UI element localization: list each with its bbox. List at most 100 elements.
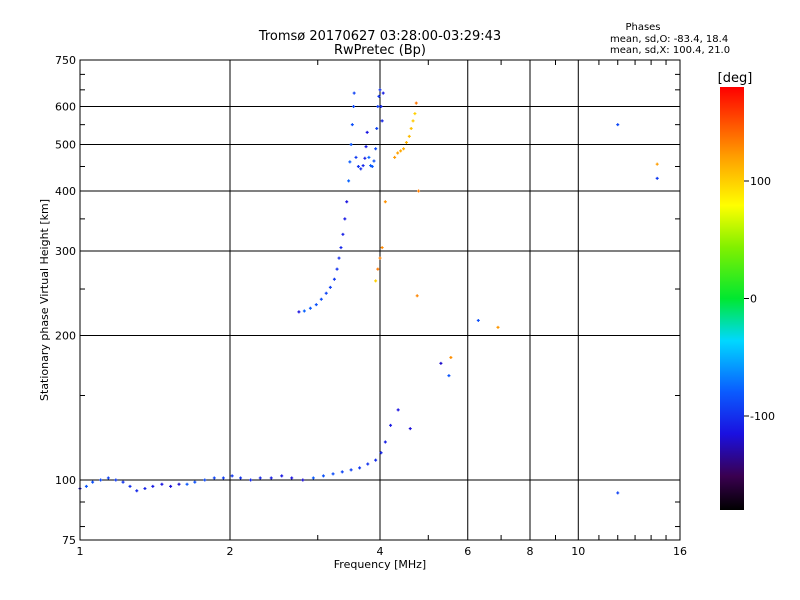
data-point [160,482,164,486]
data-point [376,267,380,271]
data-point [203,478,207,482]
chart-title: Tromsø 20170627 03:28:00-03:29:43 [258,29,501,44]
data-point [280,474,284,478]
data-point [402,147,406,151]
data-point [374,147,378,151]
data-point [365,130,369,134]
data-point [352,105,356,109]
data-point [417,189,421,193]
y-tick-label: 400 [55,185,76,198]
y-tick-label: 75 [62,534,76,547]
grid-lines [80,60,680,540]
data-point [379,105,383,109]
data-point [361,164,365,168]
data-point [230,474,234,478]
data-point [258,476,262,480]
data-point [106,476,110,480]
y-tick-label: 750 [55,54,76,67]
data-point [616,491,620,495]
data-point [337,256,341,260]
data-point [341,232,345,236]
data-point [374,458,378,462]
data-point [380,246,384,250]
data-point [496,325,500,329]
data-point [221,476,225,480]
data-point [185,482,189,486]
data-point [302,309,306,313]
data-point [350,123,354,127]
data-point [301,478,305,482]
data-point [375,126,379,130]
y-tick-label: 600 [55,101,76,114]
data-point [328,285,332,289]
y-tick-label: 300 [55,245,76,258]
data-point [447,374,451,378]
data-point [290,476,294,480]
data-point [135,489,139,493]
data-point [348,160,352,164]
data-point [404,140,408,144]
data-point [349,143,353,147]
data-point [297,310,301,314]
data-point [374,279,378,283]
data-point [212,476,216,480]
data-point [370,164,374,168]
data-point [169,484,173,488]
x-axis-label: Frequency [MHz] [334,558,426,571]
x-tick-label: 6 [464,545,471,558]
x-tick-label: 16 [673,545,687,558]
data-point [377,94,381,98]
y-tick-label: 100 [55,474,76,487]
data-point [376,105,380,109]
data-point [409,126,413,130]
x-tick-label: 2 [227,545,234,558]
data-point [655,162,659,166]
data-point [128,484,132,488]
data-point [411,119,415,123]
data-point [383,440,387,444]
data-point [389,423,393,427]
data-point [383,200,387,204]
data-point [408,427,412,431]
data-point [335,267,339,271]
data-point [99,478,103,482]
colorbar-tick-label: -100 [750,410,775,423]
data-point [239,476,243,480]
data-point [378,256,382,260]
data-point [396,408,400,412]
data-point [372,159,376,163]
data-point [324,291,328,295]
data-point [364,145,368,149]
y-tick-label: 200 [55,330,76,343]
data-point [363,156,367,160]
y-tick-label: 500 [55,139,76,152]
data-point [121,480,125,484]
data-point [381,91,385,95]
colorbar-tick-label: 0 [750,293,757,306]
data-point [439,361,443,365]
data-point [367,155,371,159]
axis-ticks: 1 2 4 6 8 10 16 75 100 200 300 400 500 600 750 [55,54,687,558]
data-point [311,476,315,480]
phases-line-x: mean, sd,X: 100.4, 21.0 [610,45,730,56]
data-point [114,478,118,482]
data-points [78,88,659,495]
colorbar-label: [deg] [718,71,753,86]
phases-title: Phases [625,22,660,33]
data-point [616,123,620,127]
x-tick-label: 8 [527,545,534,558]
data-point [449,355,453,359]
data-point [347,179,351,183]
data-point [407,134,411,138]
data-point [177,482,181,486]
data-point [476,318,480,322]
y-axis-label: Stationary phase Virtual Height [km] [38,199,51,401]
data-point [249,478,253,482]
data-point [343,217,347,221]
data-point [655,176,659,180]
data-point [414,101,418,105]
data-point [358,466,362,470]
data-point [366,462,370,466]
data-point [269,476,273,480]
